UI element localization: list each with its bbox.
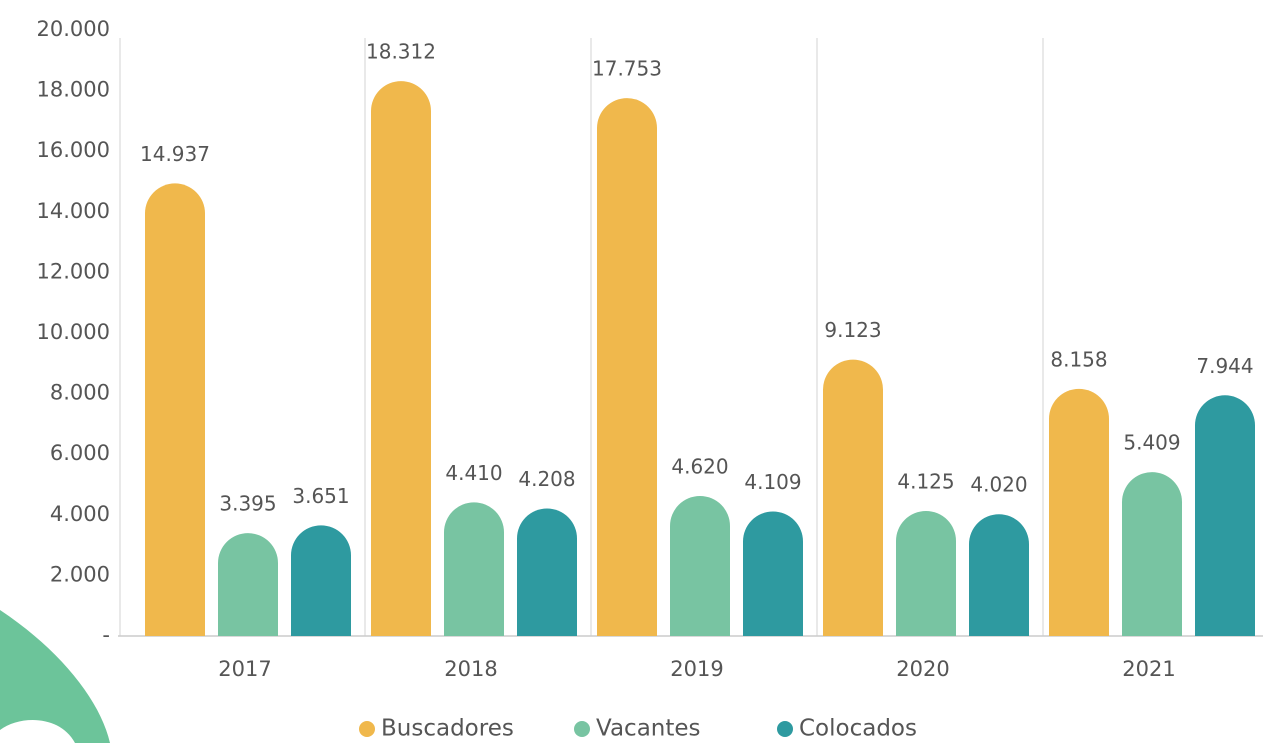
x-tick-label: 2018	[444, 657, 497, 681]
bar	[969, 514, 1029, 636]
decor-shape	[0, 610, 110, 743]
bar	[1122, 472, 1182, 636]
y-tick-label: 2.000	[50, 562, 110, 586]
x-tick-label: 2017	[218, 657, 271, 681]
value-label: 4.125	[897, 470, 954, 494]
y-tick-label: 4.000	[50, 502, 110, 526]
decor-shape	[0, 720, 75, 743]
y-tick-label: 16.000	[37, 138, 110, 162]
value-label: 9.123	[824, 318, 881, 342]
value-label: 17.753	[592, 57, 662, 81]
legend-label: Buscadores	[381, 716, 514, 742]
legend-marker	[359, 721, 375, 737]
y-tick-label: 10.000	[37, 320, 110, 344]
bar	[1049, 388, 1109, 636]
y-tick-label: -	[102, 623, 110, 647]
value-label: 4.020	[970, 473, 1027, 497]
value-label: 4.410	[445, 461, 502, 485]
legend-marker	[777, 721, 793, 737]
value-label: 18.312	[366, 40, 436, 64]
bar	[444, 502, 504, 636]
value-label: 8.158	[1050, 347, 1107, 371]
legend-marker	[574, 721, 590, 737]
value-label: 3.651	[292, 484, 349, 508]
bar	[371, 81, 431, 636]
y-tick-label: 18.000	[37, 78, 110, 102]
bar	[145, 183, 205, 636]
y-tick-label: 8.000	[50, 381, 110, 405]
bar	[291, 525, 351, 636]
bar	[670, 496, 730, 636]
bar	[823, 359, 883, 636]
y-tick-label: 20.000	[37, 17, 110, 41]
value-label: 5.409	[1123, 431, 1180, 455]
y-tick-label: 6.000	[50, 441, 110, 465]
bar	[597, 98, 657, 636]
value-label: 4.109	[744, 470, 801, 494]
value-label: 4.208	[518, 467, 575, 491]
y-tick-label: 12.000	[37, 259, 110, 283]
legend-label: Vacantes	[596, 716, 701, 742]
x-tick-label: 2021	[1122, 657, 1175, 681]
y-tick-label: 14.000	[37, 199, 110, 223]
bar	[743, 511, 803, 636]
value-label: 4.620	[671, 455, 728, 479]
x-tick-label: 2020	[896, 657, 949, 681]
bar	[896, 511, 956, 636]
x-tick-label: 2019	[670, 657, 723, 681]
bar	[517, 508, 577, 636]
value-label: 7.944	[1196, 354, 1253, 378]
value-label: 14.937	[140, 142, 210, 166]
bar	[218, 533, 278, 636]
value-label: 3.395	[219, 492, 276, 516]
bar	[1195, 395, 1255, 636]
legend-label: Colocados	[799, 716, 917, 742]
